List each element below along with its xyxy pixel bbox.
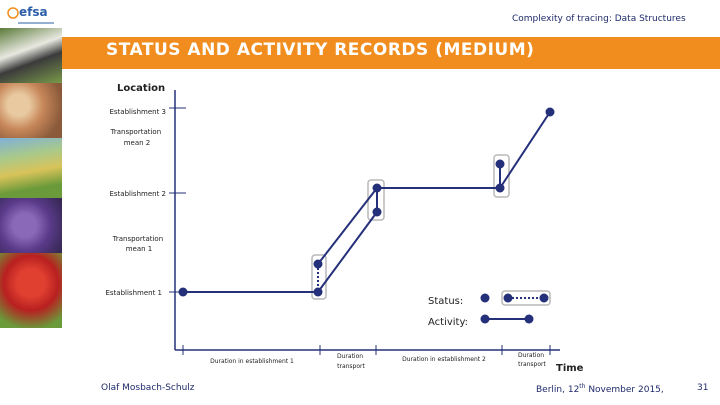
record-point (372, 183, 382, 193)
legend-status-point (480, 293, 490, 303)
record-point (545, 107, 555, 117)
footer-author: Olaf Mosbach-Schulz (101, 383, 195, 393)
record-point (495, 159, 505, 169)
x-axis-label: Time (556, 363, 584, 374)
legend-activity-point (480, 314, 490, 324)
duration-label: Duration in establishment 2 (402, 356, 486, 363)
page-number: 31 (697, 383, 709, 393)
footer-location-date: Berlin, 12th November 2015, (536, 383, 664, 395)
legend-activity-label: Activity: (428, 317, 468, 328)
duration-label: Duration in establishment 1 (210, 358, 294, 365)
record-point (372, 207, 382, 217)
presentation-subtitle: Complexity of tracing: Data Structures (512, 14, 686, 24)
location-label: Transportation mean 1 (112, 235, 166, 253)
title-banner (62, 37, 720, 69)
legend-status-point (539, 293, 549, 303)
logo-text: efsa (19, 5, 48, 19)
location-label: Establishment 1 (105, 289, 162, 297)
duration-label: Duration transport (518, 352, 546, 368)
legend-status-label: Status: (428, 296, 463, 307)
legend-status-point (503, 293, 513, 303)
record-point (495, 183, 505, 193)
activity-path (317, 187, 378, 265)
location-label: Establishment 2 (109, 190, 166, 198)
legend-activity-point (524, 314, 534, 324)
location-label: Transportation mean 2 (110, 128, 164, 147)
duration-label: Duration transport (337, 353, 365, 370)
efsa-logo: efsa (6, 4, 56, 26)
decorative-photo-strip (0, 28, 62, 328)
y-axis-label: Location (117, 83, 165, 94)
record-point (313, 287, 323, 297)
record-point (178, 287, 188, 297)
location-label: Establishment 3 (109, 108, 166, 116)
record-point (313, 259, 323, 269)
slide-title: STATUS AND ACTIVITY RECORDS (MEDIUM) (106, 40, 535, 60)
